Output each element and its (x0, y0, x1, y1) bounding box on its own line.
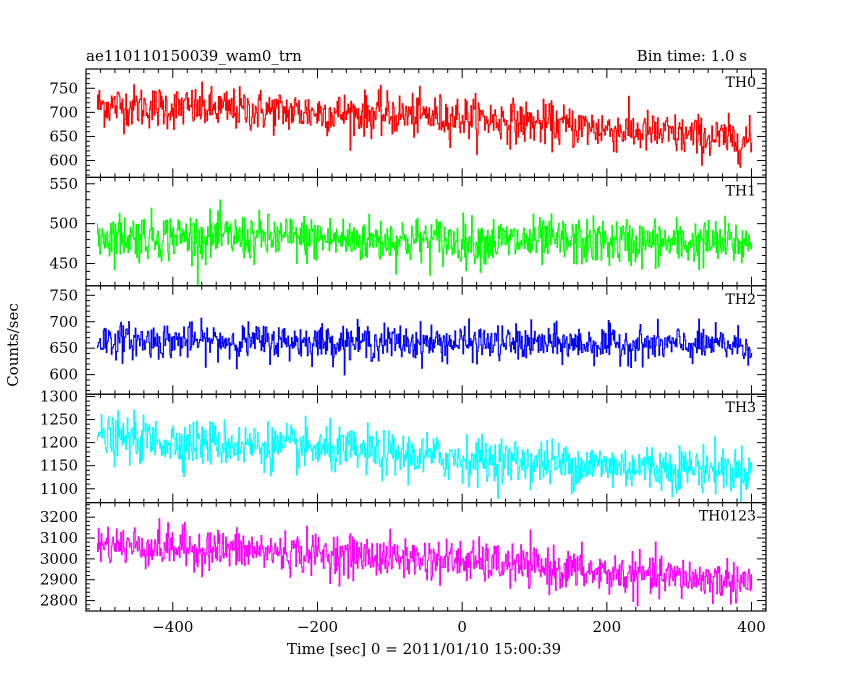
y-tick-label: 650 (49, 127, 78, 145)
panel-name-label: TH0 (726, 75, 756, 91)
x-tick-label: 0 (457, 618, 467, 636)
y-tick-label: 750 (49, 286, 78, 304)
y-tick-label: 1250 (40, 411, 78, 429)
series-th0 (96, 81, 753, 168)
series-th2 (96, 317, 753, 376)
y-tick-label: 2800 (40, 592, 78, 610)
y-tick-label: 450 (49, 254, 78, 272)
panel-name-label: TH1 (726, 183, 756, 199)
y-tick-label: 600 (49, 366, 78, 384)
y-axis-label: Counts/sec (4, 303, 22, 387)
y-tick-label: 3200 (40, 508, 78, 526)
y-tick-label: 700 (49, 103, 78, 121)
y-tick-label: 3000 (40, 550, 78, 568)
y-tick-label: 700 (49, 313, 78, 331)
x-tick-label: 400 (737, 618, 766, 636)
panels-group: 600 650 700 750 TH0 450 500 550 TH1 600 650 700 750 T… (40, 68, 767, 612)
series-th1 (96, 199, 753, 286)
bin-time-label: Bin time: 1.0 s (637, 47, 747, 65)
panel-name-label: TH3 (726, 400, 756, 416)
panel-th0: 600 650 700 750 TH0 (49, 68, 767, 179)
panel-name-label: TH2 (726, 292, 756, 308)
panel-frame (85, 502, 767, 612)
panel-th3: 1100 1150 1200 1250 1300 TH3 (40, 388, 767, 504)
x-tick-label: −200 (297, 618, 338, 636)
y-tick-label: 650 (49, 339, 78, 357)
x-tick-label: −400 (152, 618, 193, 636)
y-tick-label: 600 (49, 152, 78, 170)
y-tick-label: 500 (49, 215, 78, 233)
y-tick-label: 750 (49, 79, 78, 97)
x-axis: −400 −200 0 200 400 (152, 618, 766, 636)
panel-th1: 450 500 550 TH1 (49, 175, 767, 287)
x-axis-label: Time [sec] 0 = 2011/01/10 15:00:39 (287, 640, 561, 658)
y-tick-label: 3100 (40, 529, 78, 547)
panel-th0123: 2800 2900 3000 3100 3200 TH0123 (40, 502, 767, 612)
series-th3 (96, 409, 753, 503)
panel-frame (85, 393, 767, 504)
y-tick-label: 2900 (40, 571, 78, 589)
y-tick-label: 1100 (40, 480, 78, 498)
y-tick-label: 1200 (40, 434, 78, 452)
panel-name-label: TH0123 (699, 509, 756, 525)
x-tick-label: 200 (593, 618, 622, 636)
y-tick-label: 1300 (40, 388, 78, 406)
series-th0123 (96, 518, 753, 607)
figure-title: ae110110150039_wam0_trn (86, 47, 302, 65)
y-tick-label: 550 (49, 175, 78, 193)
panel-th2: 600 650 700 750 TH2 (49, 285, 767, 395)
y-tick-label: 1150 (40, 457, 78, 475)
